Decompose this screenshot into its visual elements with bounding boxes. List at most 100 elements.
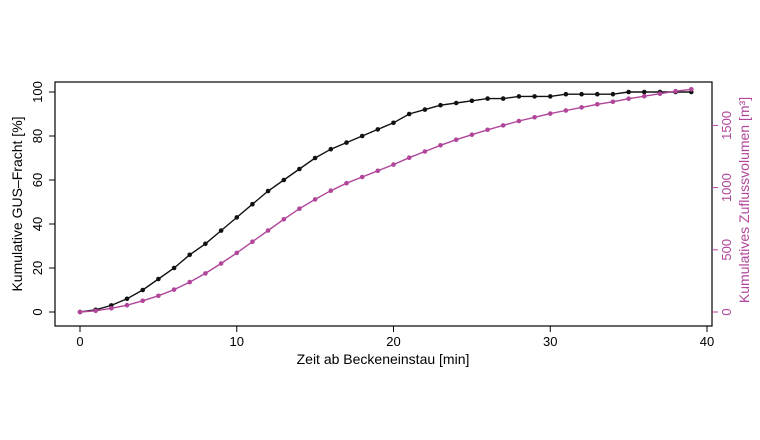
point-zuflussvolumen	[171, 287, 177, 292]
x-tick-label: 40	[700, 334, 714, 349]
series-layer	[77, 87, 694, 315]
point-zuflussvolumen	[344, 180, 349, 186]
point-gus-fracht	[359, 133, 365, 139]
point-zuflussvolumen	[77, 309, 83, 315]
point-zuflussvolumen	[438, 143, 443, 148]
point-zuflussvolumen	[297, 206, 302, 211]
point-gus-fracht	[422, 107, 428, 112]
left-y-axis-title: Kumulative GUS–Fracht [%]	[9, 116, 25, 291]
x-tick-label: 0	[76, 334, 83, 349]
point-gus-fracht	[626, 89, 631, 95]
series-line-zuflussvolumen	[79, 88, 692, 313]
point-gus-fracht	[438, 102, 443, 108]
point-zuflussvolumen	[375, 168, 381, 174]
point-gus-fracht	[469, 98, 475, 104]
point-zuflussvolumen	[124, 302, 130, 308]
point-zuflussvolumen	[500, 123, 506, 128]
point-zuflussvolumen	[689, 87, 694, 92]
series-line-gus-fracht	[79, 91, 692, 313]
point-gus-fracht	[297, 166, 302, 172]
point-gus-fracht	[485, 96, 490, 101]
point-gus-fracht	[312, 155, 318, 161]
point-gus-fracht	[548, 94, 553, 99]
left-y-axis: 0 20 40 60 80 100	[30, 81, 55, 316]
right-y-tick-label: 0	[719, 308, 734, 315]
point-zuflussvolumen	[657, 91, 663, 96]
right-y-tick-label: 1000	[719, 173, 734, 202]
x-axis: 0 10 20 30 40	[76, 326, 714, 349]
point-zuflussvolumen	[187, 279, 192, 285]
point-gus-fracht	[406, 111, 412, 117]
point-zuflussvolumen	[203, 271, 208, 276]
point-gus-fracht	[124, 296, 130, 302]
point-zuflussvolumen	[563, 108, 569, 113]
point-gus-fracht	[610, 91, 616, 97]
point-gus-fracht	[500, 96, 506, 101]
point-gus-fracht	[203, 241, 208, 247]
point-zuflussvolumen	[595, 102, 600, 107]
point-zuflussvolumen	[548, 111, 553, 116]
point-gus-fracht	[532, 94, 537, 99]
point-zuflussvolumen	[140, 298, 145, 304]
x-tick-label: 20	[386, 334, 400, 349]
point-zuflussvolumen	[234, 250, 240, 256]
point-zuflussvolumen	[312, 197, 318, 202]
right-y-axis-title: Kumulatives Zuflussvolumen [m³]	[736, 97, 752, 303]
point-zuflussvolumen	[156, 293, 161, 299]
point-gus-fracht	[344, 140, 349, 145]
right-y-tick-label: 500	[719, 239, 734, 261]
point-zuflussvolumen	[250, 239, 255, 244]
left-y-tick-label: 20	[30, 261, 45, 275]
point-gus-fracht	[453, 100, 459, 106]
left-y-tick-label: 0	[30, 308, 45, 315]
point-zuflussvolumen	[109, 306, 114, 311]
point-gus-fracht	[140, 287, 145, 293]
point-zuflussvolumen	[579, 105, 584, 110]
point-zuflussvolumen	[391, 162, 396, 167]
point-gus-fracht	[391, 120, 396, 126]
point-gus-fracht	[595, 91, 600, 97]
right-y-tick-label: 1500	[719, 111, 734, 140]
point-zuflussvolumen	[406, 155, 412, 160]
x-axis-title: Zeit ab Beckeneinstau [min]	[297, 351, 470, 367]
point-gus-fracht	[328, 146, 334, 152]
point-gus-fracht	[516, 94, 522, 99]
point-gus-fracht	[579, 91, 584, 97]
point-gus-fracht	[156, 276, 161, 282]
point-zuflussvolumen	[642, 93, 647, 99]
point-zuflussvolumen	[422, 149, 428, 154]
left-y-tick-label: 80	[30, 129, 45, 143]
x-tick-label: 30	[543, 334, 557, 349]
right-y-axis: 0 500 1000 1500	[712, 111, 734, 316]
point-gus-fracht	[187, 252, 192, 258]
point-gus-fracht	[250, 201, 255, 207]
point-zuflussvolumen	[453, 137, 459, 142]
point-zuflussvolumen	[218, 261, 224, 266]
point-zuflussvolumen	[328, 188, 334, 193]
point-gus-fracht	[281, 177, 287, 183]
point-zuflussvolumen	[281, 217, 287, 222]
x-tick-label: 10	[230, 334, 244, 349]
point-zuflussvolumen	[485, 127, 490, 133]
point-gus-fracht	[234, 215, 240, 220]
point-gus-fracht	[265, 188, 271, 194]
point-zuflussvolumen	[93, 308, 98, 314]
left-y-tick-label: 100	[30, 81, 45, 103]
point-gus-fracht	[218, 228, 224, 233]
point-zuflussvolumen	[673, 88, 678, 94]
point-zuflussvolumen	[516, 118, 522, 124]
point-zuflussvolumen	[532, 115, 537, 120]
left-y-tick-label: 40	[30, 217, 45, 231]
point-gus-fracht	[563, 91, 569, 97]
point-gus-fracht	[171, 265, 177, 271]
point-zuflussvolumen	[610, 99, 616, 105]
point-gus-fracht	[642, 89, 647, 95]
point-zuflussvolumen	[359, 174, 365, 180]
left-y-tick-label: 60	[30, 173, 45, 187]
plot-frame	[54, 81, 713, 327]
point-zuflussvolumen	[469, 132, 475, 137]
point-zuflussvolumen	[265, 228, 271, 233]
point-gus-fracht	[375, 127, 381, 132]
point-zuflussvolumen	[626, 96, 631, 101]
